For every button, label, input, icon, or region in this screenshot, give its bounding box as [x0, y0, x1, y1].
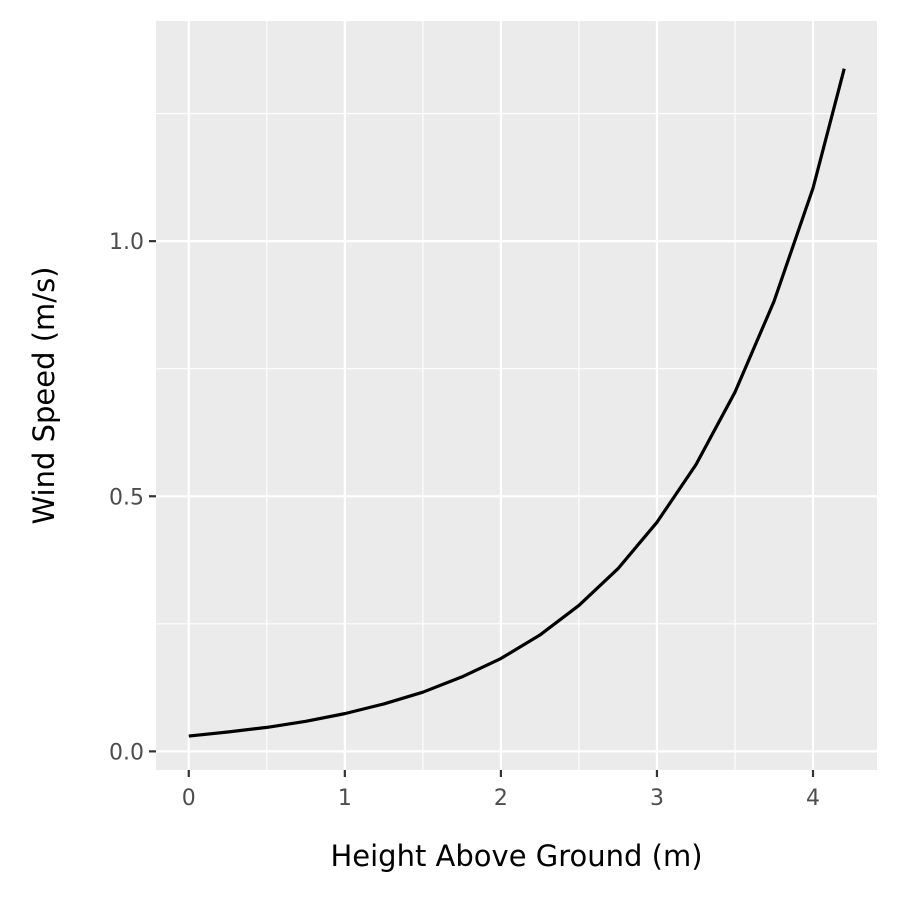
y-axis: 0.0 0.5 1.0 [109, 230, 156, 765]
minor-gridlines [156, 21, 877, 770]
series-layer [188, 68, 846, 738]
y-tick-label: 0.5 [109, 485, 144, 510]
series-line [188, 68, 846, 738]
x-tick-label: 4 [806, 786, 820, 811]
major-gridlines [156, 21, 877, 770]
x-tick-label: 1 [338, 786, 352, 811]
x-axis-title: Height Above Ground (m) [330, 839, 702, 873]
x-axis: 0 1 2 3 4 [182, 770, 820, 811]
x-tick-label: 2 [494, 786, 508, 811]
y-tick-label: 1.0 [109, 230, 144, 255]
y-tick-label: 0.0 [109, 740, 144, 765]
x-tick-label: 0 [182, 786, 196, 811]
y-axis-title: Wind Speed (m/s) [27, 267, 61, 525]
x-tick-label: 3 [650, 786, 664, 811]
plot-panel [156, 21, 877, 770]
